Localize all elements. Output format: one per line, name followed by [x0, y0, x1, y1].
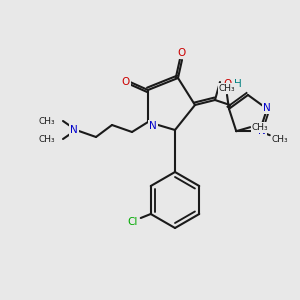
Text: N: N [258, 126, 266, 136]
Text: N: N [70, 125, 78, 135]
Text: H: H [234, 79, 242, 89]
Text: N: N [149, 121, 157, 131]
Text: Cl: Cl [128, 217, 138, 227]
Text: CH₃: CH₃ [38, 134, 55, 143]
Text: CH₃: CH₃ [272, 135, 288, 144]
Text: O: O [178, 48, 186, 58]
Text: CH₃: CH₃ [219, 84, 235, 93]
Text: O: O [122, 77, 130, 87]
Text: CH₃: CH₃ [38, 116, 55, 125]
Text: CH₃: CH₃ [252, 123, 268, 132]
Text: O: O [224, 79, 232, 89]
Text: N: N [263, 103, 271, 113]
